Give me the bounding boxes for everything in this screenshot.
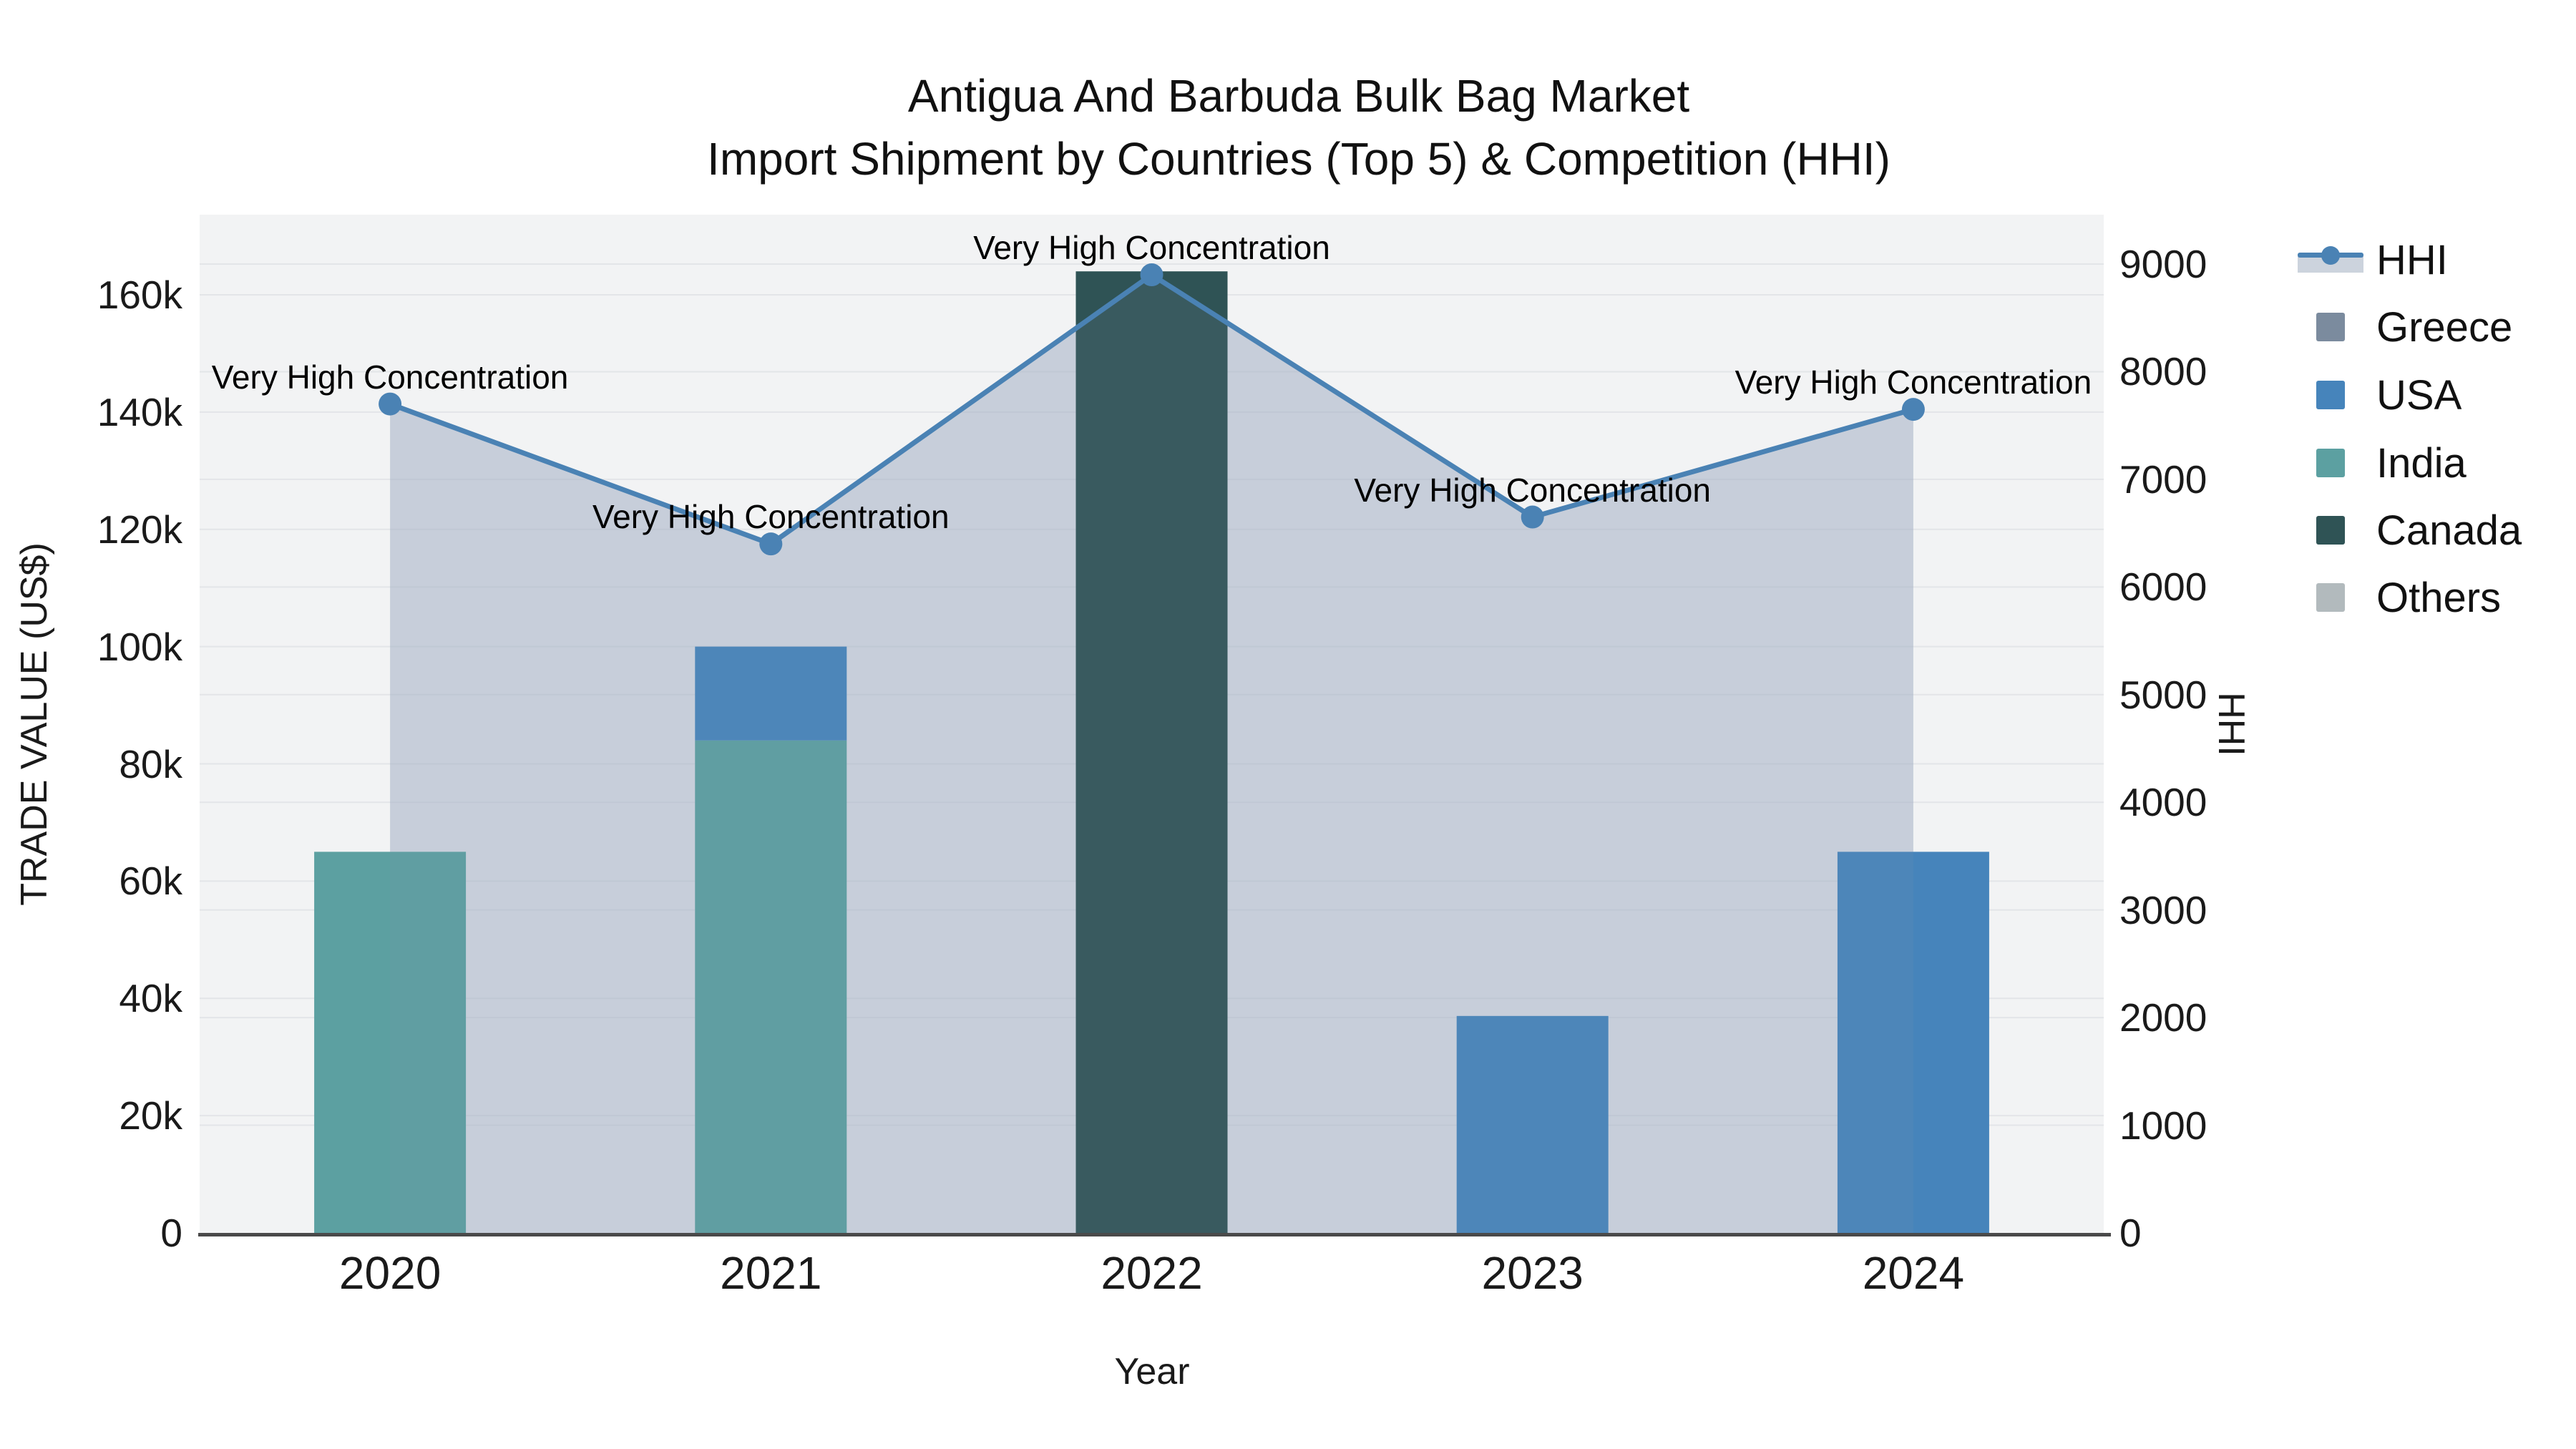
legend-item-canada[interactable]: Canada [2298, 507, 2522, 554]
legend-label-india: India [2376, 439, 2467, 487]
canada-color-square [2316, 516, 2345, 545]
legend-item-others[interactable]: Others [2298, 574, 2502, 621]
y-right-tick-3000: 3000 [2119, 887, 2207, 932]
y-right-tick-0: 0 [2119, 1211, 2142, 1255]
usa-swatch-icon [2298, 381, 2363, 409]
legend-item-usa[interactable]: USA [2298, 371, 2462, 419]
hhi-marker-2021 [759, 532, 783, 556]
legend-item-hhi[interactable]: HHI [2298, 237, 2448, 283]
greece-color-square [2316, 313, 2345, 341]
legend-label-greece: Greece [2376, 303, 2513, 351]
annotation-2023: Very High Concentration [1354, 471, 1711, 509]
greece-swatch-icon [2298, 313, 2363, 341]
hhi-marker-2020 [379, 392, 402, 416]
bar-canada-2022 [1075, 271, 1228, 1234]
hhi-marker-2023 [1521, 505, 1544, 529]
canada-swatch-icon [2298, 516, 2363, 545]
y-left-tick-0: 0 [160, 1211, 182, 1255]
legend-label-usa: USA [2376, 371, 2462, 419]
legend-item-india[interactable]: India [2298, 439, 2467, 487]
y-right-tick-8000: 8000 [2119, 349, 2207, 394]
chart-title-line1: Antigua And Barbuda Bulk Bag Market [907, 70, 1690, 122]
bar-usa-2023 [1456, 1015, 1609, 1233]
legend-label-hhi: HHI [2376, 236, 2448, 283]
annotation-2021: Very High Concentration [592, 498, 950, 536]
india-swatch-icon [2298, 449, 2363, 477]
y-right-tick-7000: 7000 [2119, 457, 2207, 502]
x-axis-title: Year [1114, 1351, 1190, 1392]
others-color-square [2316, 583, 2345, 612]
x-tick-2024: 2024 [1862, 1247, 1965, 1299]
y-axis-left-title: TRADE VALUE (US$) [14, 542, 55, 906]
y-right-tick-2000: 2000 [2119, 995, 2207, 1040]
x-tick-2023: 2023 [1481, 1247, 1584, 1299]
x-tick-2020: 2020 [338, 1247, 441, 1299]
india-color-square [2316, 449, 2345, 477]
x-axis-line [198, 1233, 2111, 1236]
x-tick-2021: 2021 [720, 1247, 822, 1299]
hhi-marker-glyph [2321, 246, 2340, 265]
usa-color-square [2316, 381, 2345, 409]
y-left-tick-100k: 100k [97, 624, 182, 669]
y-left-tick-120k: 120k [97, 507, 182, 552]
annotation-2024: Very High Concentration [1735, 364, 2092, 401]
y-left-tick-40k: 40k [119, 976, 182, 1021]
hhi-area-overlay [390, 275, 1913, 1233]
y-left-tick-20k: 20k [119, 1093, 182, 1138]
bar-usa-2024 [1837, 852, 1989, 1233]
chart-title-line2: Import Shipment by Countries (Top 5) & C… [707, 133, 1890, 185]
annotation-2022: Very High Concentration [973, 229, 1330, 267]
y-left-tick-60k: 60k [119, 859, 182, 904]
legend-label-canada: Canada [2376, 507, 2522, 554]
x-tick-2022: 2022 [1101, 1247, 1203, 1299]
hhi-marker-2022 [1140, 263, 1163, 287]
y-right-tick-1000: 1000 [2119, 1103, 2207, 1148]
bar-india-2021 [695, 740, 847, 1233]
legend-item-greece[interactable]: Greece [2298, 303, 2513, 351]
y-right-tick-4000: 4000 [2119, 780, 2207, 825]
y-left-tick-80k: 80k [119, 741, 182, 786]
legend-label-others: Others [2376, 574, 2502, 621]
y-left-tick-160k: 160k [97, 273, 182, 317]
annotation-2020: Very High Concentration [211, 358, 569, 396]
hhi-line-swatch-icon [2298, 245, 2363, 274]
bar-usa-2021 [695, 646, 847, 741]
y-right-tick-5000: 5000 [2119, 672, 2207, 717]
bar-india-2020 [314, 852, 467, 1233]
y-left-tick-140k: 140k [97, 389, 182, 434]
others-swatch-icon [2298, 583, 2363, 612]
y-right-tick-9000: 9000 [2119, 242, 2207, 286]
hhi-marker-2024 [1901, 398, 1925, 421]
y-right-tick-6000: 6000 [2119, 565, 2207, 610]
y-axis-right-title: HHI [2210, 692, 2252, 756]
